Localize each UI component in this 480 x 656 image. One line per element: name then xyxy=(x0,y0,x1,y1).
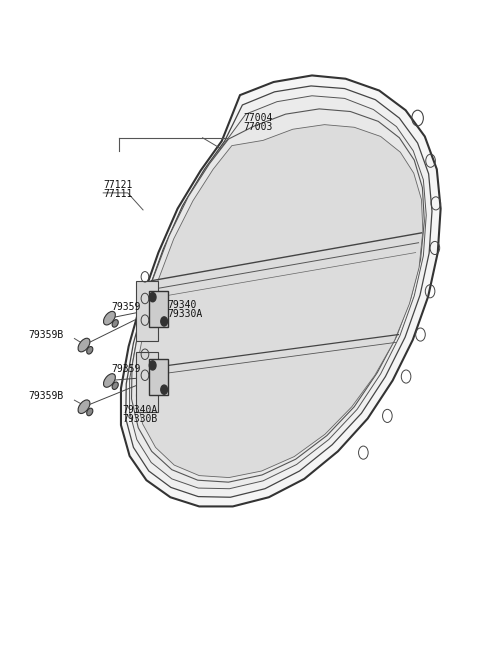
Ellipse shape xyxy=(104,312,115,325)
Text: 77004: 77004 xyxy=(244,113,273,123)
Text: 79340: 79340 xyxy=(167,300,196,310)
Text: 79359B: 79359B xyxy=(29,330,64,340)
Circle shape xyxy=(149,361,156,370)
Circle shape xyxy=(161,317,168,326)
FancyBboxPatch shape xyxy=(136,281,158,341)
Circle shape xyxy=(149,293,156,302)
Text: 79359: 79359 xyxy=(111,302,141,312)
Text: 79330B: 79330B xyxy=(122,414,157,424)
Polygon shape xyxy=(126,86,432,497)
Text: 79330A: 79330A xyxy=(167,309,202,319)
Ellipse shape xyxy=(104,374,115,387)
Polygon shape xyxy=(130,96,426,489)
Ellipse shape xyxy=(112,319,118,327)
Ellipse shape xyxy=(87,408,93,416)
Polygon shape xyxy=(132,109,424,482)
FancyBboxPatch shape xyxy=(149,291,168,327)
Text: 77121: 77121 xyxy=(103,180,132,190)
Text: 79340A: 79340A xyxy=(122,405,157,415)
Polygon shape xyxy=(121,75,441,506)
Ellipse shape xyxy=(112,382,118,390)
Text: 79359: 79359 xyxy=(111,364,141,374)
Text: 77111: 77111 xyxy=(103,190,132,199)
FancyBboxPatch shape xyxy=(136,352,158,412)
Text: 79359B: 79359B xyxy=(29,392,64,401)
FancyBboxPatch shape xyxy=(149,359,168,395)
Circle shape xyxy=(161,385,168,394)
Polygon shape xyxy=(136,125,423,478)
Ellipse shape xyxy=(78,400,90,413)
Ellipse shape xyxy=(78,338,90,352)
Text: 77003: 77003 xyxy=(244,122,273,132)
Ellipse shape xyxy=(87,346,93,354)
